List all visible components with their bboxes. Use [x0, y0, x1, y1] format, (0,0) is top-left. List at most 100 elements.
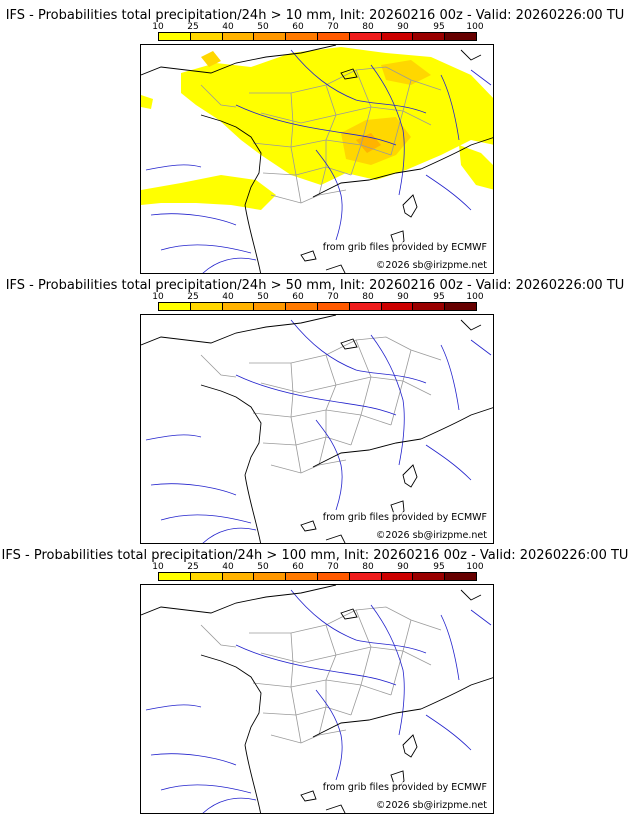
admin-border [260, 376, 432, 396]
admin-border [318, 84, 337, 196]
colorbar-tick: 95 [433, 292, 445, 302]
colorbar-swatch [349, 33, 382, 40]
coastline [300, 790, 317, 802]
map-frame: from grib files provided by ECMWF ©2026 … [140, 314, 494, 544]
colorbar-tick: 40 [222, 22, 234, 32]
river [290, 319, 427, 384]
river [235, 104, 397, 146]
admin-border [252, 409, 392, 426]
admin-border [318, 624, 337, 736]
colorbar-swatch [254, 33, 287, 40]
colorbar-swatch [317, 33, 350, 40]
colorbar-tick: 70 [327, 22, 339, 32]
source-credit: from grib files provided by ECMWF [322, 782, 487, 793]
colorbar-swatch [413, 33, 446, 40]
coastline [340, 68, 358, 80]
river [235, 374, 397, 416]
river [160, 784, 252, 794]
colorbar-swatch [445, 33, 476, 40]
coastline [312, 708, 422, 738]
colorbar-tick: 10 [152, 562, 164, 572]
colorbar-swatch [222, 303, 255, 310]
river [150, 213, 237, 226]
coastline [300, 520, 317, 532]
admin-border [200, 354, 237, 378]
colorbar-tick: 40 [222, 292, 234, 302]
admin-border [290, 632, 302, 744]
colorbar-tick: 60 [292, 562, 304, 572]
admin-border [200, 624, 237, 648]
coastline [325, 534, 346, 543]
river [290, 49, 427, 114]
colorbar-labels: 10 25 40 50 60 70 80 90 95 100 [152, 562, 485, 572]
coastline [340, 608, 358, 620]
colorbar-tick: 60 [292, 22, 304, 32]
colorbar-tick: 100 [466, 22, 484, 32]
coastline [300, 250, 317, 262]
colorbar-tick: 100 [466, 292, 484, 302]
coastline [244, 744, 262, 813]
colorbar-swatch [190, 33, 223, 40]
river [315, 689, 343, 781]
coastline [141, 45, 337, 76]
coastline [141, 585, 337, 616]
river [145, 704, 202, 711]
precip-probability-area [356, 133, 381, 153]
colorbar-swatch [413, 303, 446, 310]
colorbar-swatch [222, 33, 255, 40]
map-panel-100mm: IFS - Probabilities total precipitation/… [0, 548, 630, 818]
river [370, 64, 405, 196]
coastline [200, 654, 262, 746]
colorbar-swatch [381, 303, 414, 310]
colorbar [158, 572, 477, 581]
colorbar-labels: 10 25 40 50 60 70 80 90 95 100 [152, 22, 485, 32]
river [160, 244, 252, 254]
coastline [460, 49, 482, 61]
map-frame: from grib files provided by ECMWF ©2026 … [140, 584, 494, 814]
coastline [141, 315, 337, 346]
river [470, 339, 492, 356]
colorbar-tick: 50 [257, 22, 269, 32]
river [160, 514, 252, 524]
colorbar-tick: 60 [292, 292, 304, 302]
admin-border [350, 339, 372, 446]
river [440, 344, 460, 411]
colorbar-tick: 95 [433, 562, 445, 572]
colorbar-tick: 10 [152, 22, 164, 32]
coastline [244, 474, 262, 543]
river [470, 609, 492, 626]
coastline [402, 194, 418, 218]
colorbar-tick: 50 [257, 562, 269, 572]
admin-border [270, 729, 347, 744]
river [202, 797, 257, 813]
precip-probability-area [141, 175, 276, 210]
admin-border [249, 606, 442, 634]
colorbar-swatch [381, 573, 414, 580]
admin-border [262, 166, 352, 176]
colorbar-tick: 90 [397, 22, 409, 32]
copyright-credit: ©2026 sb@irizpme.net [375, 800, 487, 811]
map-frame: from grib files provided by ECMWF ©2026 … [140, 44, 494, 274]
river [370, 604, 405, 736]
map-panel-50mm: IFS - Probabilities total precipitation/… [0, 278, 630, 548]
coastline [312, 438, 422, 468]
admin-border [390, 79, 412, 156]
map-canvas [141, 585, 493, 813]
admin-border [262, 706, 352, 716]
coastline [420, 407, 493, 440]
colorbar-swatch [286, 303, 318, 310]
admin-border [270, 189, 347, 204]
colorbar-swatch [190, 303, 223, 310]
river [370, 334, 405, 466]
admin-border [200, 84, 237, 108]
coastline [340, 338, 358, 350]
colorbar-swatch [445, 573, 476, 580]
colorbar-swatch [254, 573, 287, 580]
river [145, 164, 202, 171]
colorbar-tick: 70 [327, 292, 339, 302]
colorbar-swatch [190, 573, 223, 580]
coastline [244, 204, 262, 273]
colorbar-swatch [254, 303, 287, 310]
admin-border [390, 349, 412, 426]
colorbar-tick: 80 [362, 22, 374, 32]
